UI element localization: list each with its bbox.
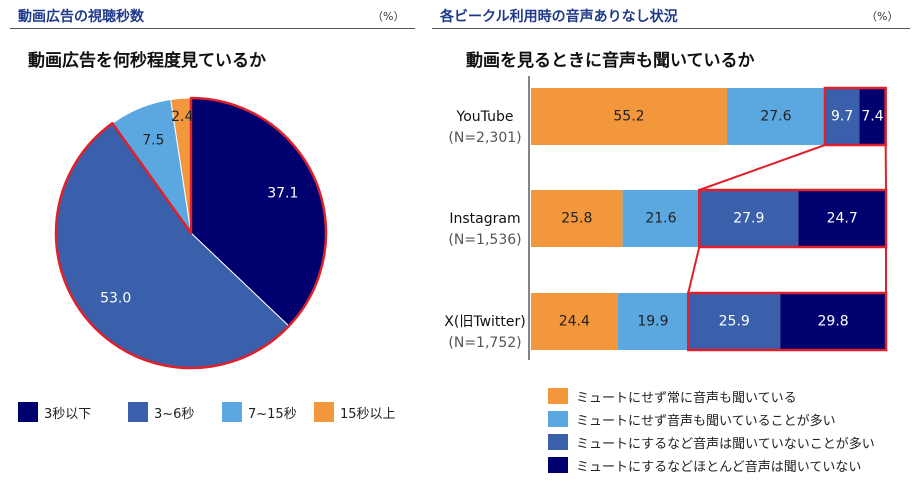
pie-chart-title: 動画広告を何秒程度見ているか: [28, 51, 266, 71]
legend-label: ミュートにするなど音声は聞いていないことが多い: [576, 436, 875, 452]
bar-value-label: 25.8: [561, 211, 592, 227]
bar-segment: [798, 190, 886, 247]
bar-highlight-connector: [687, 246, 701, 294]
legend-item: ミュートにするなど音声は聞いていないことが多い: [548, 432, 908, 452]
bar-value-label: 25.9: [719, 314, 750, 330]
legend-label: ミュートにせず音声も聞いていることが多い: [576, 413, 836, 429]
legend-item: ミュートにするなどほとんど音声は聞いていない: [548, 455, 908, 475]
bar-highlight-box: [698, 188, 888, 249]
legend-swatch: [548, 388, 568, 404]
pie-highlight-outline: [54, 96, 328, 370]
bar-segment: [531, 190, 623, 247]
pie-unit-label: （%）: [372, 10, 405, 23]
bar-segment: [622, 190, 700, 247]
category-name: X(旧Twitter): [444, 314, 526, 330]
bar-panel-header: 各ビークル利用時の音声ありなし状況: [440, 9, 678, 25]
bar-value-label: 7.4: [861, 109, 883, 125]
legend-label: ミュートにせず常に音声も聞いている: [576, 390, 797, 406]
bar-segment: [780, 293, 886, 350]
category-sample-size: (N=1,536): [448, 232, 522, 248]
legend-swatch: [18, 402, 38, 422]
legend-item: 7~15秒: [222, 402, 297, 422]
bar-segment: [824, 88, 860, 145]
bar-segment: [859, 88, 886, 145]
legend-swatch: [548, 434, 568, 450]
category-sample-size: (N=1,752): [448, 335, 522, 351]
bar-value-label: 21.6: [645, 211, 676, 227]
pie-legend: 3秒以下 3~6秒 7~15秒 15秒以上: [18, 402, 438, 422]
left-header-rule: [10, 28, 415, 29]
bar-value-label: 24.7: [827, 211, 858, 227]
pie-value-label: 2.4: [171, 109, 193, 125]
legend-swatch: [128, 402, 148, 422]
category-label-youtube: YouTube (N=2,301): [430, 107, 540, 149]
legend-item: 3~6秒: [128, 402, 194, 422]
legend-item: ミュートにせず常に音声も聞いている: [548, 386, 908, 406]
bar-segment: [531, 88, 727, 145]
legend-swatch: [314, 402, 334, 422]
bar-value-label: 27.6: [760, 109, 791, 125]
bar-segment: [688, 293, 781, 350]
legend-item: ミュートにせず音声も聞いていることが多い: [548, 409, 908, 429]
bar-value-label: 27.9: [733, 211, 764, 227]
category-label-instagram: Instagram (N=1,536): [430, 209, 540, 251]
legend-label: ミュートにするなどほとんど音声は聞いていない: [576, 459, 862, 475]
bar-segment: [699, 190, 799, 247]
bar-highlight-connector: [698, 144, 826, 191]
right-header-rule: [432, 28, 910, 29]
bar-value-label: 19.9: [637, 314, 668, 330]
bar-highlight-box: [823, 86, 887, 147]
bar-segment: [617, 293, 689, 350]
pie-value-label: 53.0: [100, 291, 131, 307]
category-label-x: X(旧Twitter) (N=1,752): [430, 312, 540, 354]
bar-value-label: 9.7: [831, 109, 853, 125]
legend-label: 7~15秒: [248, 406, 297, 422]
bar-highlight-box: [687, 291, 888, 352]
legend-swatch: [222, 402, 242, 422]
legend-item: 3秒以下: [18, 402, 91, 422]
legend-item: 15秒以上: [314, 402, 396, 422]
bar-segment: [531, 293, 618, 350]
pie-panel-header: 動画広告の視聴秒数: [18, 9, 144, 25]
bar-value-label: 24.4: [559, 314, 590, 330]
legend-label: 3~6秒: [154, 406, 195, 422]
legend-swatch: [548, 457, 568, 473]
bar-unit-label: （%）: [866, 10, 899, 23]
category-name: YouTube: [456, 109, 514, 125]
bar-segment: [726, 88, 825, 145]
bar-value-label: 55.2: [613, 109, 644, 125]
legend-label: 3秒以下: [44, 406, 92, 422]
pie-value-label: 7.5: [142, 132, 164, 148]
category-name: Instagram: [449, 211, 521, 227]
category-sample-size: (N=2,301): [448, 130, 522, 146]
legend-swatch: [548, 411, 568, 427]
bar-chart-title: 動画を見るときに音声も聞いているか: [466, 51, 755, 71]
pie-value-label: 37.1: [267, 186, 298, 202]
legend-label: 15秒以上: [340, 406, 396, 422]
bar-legend: ミュートにせず常に音声も聞いている ミュートにせず音声も聞いていることが多い ミ…: [548, 386, 908, 478]
bar-value-label: 29.8: [818, 314, 849, 330]
